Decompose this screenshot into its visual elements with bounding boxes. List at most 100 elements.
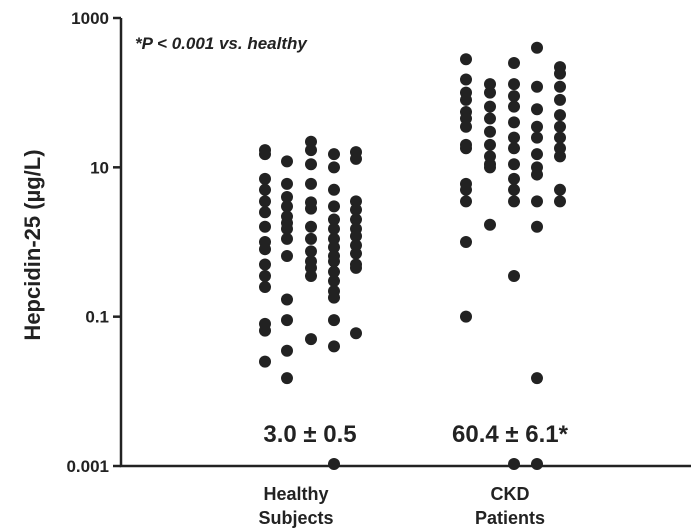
ckd-data-point <box>508 458 520 470</box>
axis-lines <box>119 18 691 468</box>
healthy-data-point <box>259 280 271 293</box>
healthy-data-point <box>328 458 340 470</box>
ckd-data-point <box>484 112 496 125</box>
healthy-data-point <box>328 213 340 226</box>
ckd-data-point <box>531 120 543 133</box>
ckd-data-point <box>460 236 472 248</box>
axes <box>119 18 691 468</box>
healthy-data-point <box>305 158 317 171</box>
healthy-data-point <box>350 247 362 260</box>
healthy-data-point <box>350 213 362 226</box>
healthy-data-point <box>305 144 317 157</box>
y-tick-label: 1000 <box>71 9 109 28</box>
ckd-data-point <box>484 78 496 91</box>
y-axis-label: Hepcidin-25 (µg/L) <box>20 149 45 340</box>
healthy-data-point <box>328 161 340 174</box>
healthy-data-point <box>328 200 340 213</box>
ckd-data-point <box>508 195 520 208</box>
healthy-data-point <box>281 232 293 245</box>
healthy-data-point <box>259 195 271 208</box>
healthy-data-point <box>305 135 317 148</box>
healthy-data-point <box>328 265 340 278</box>
healthy-data-point <box>328 340 340 353</box>
healthy-data-point <box>328 255 340 268</box>
ckd-data-point <box>508 56 520 69</box>
ckd-data-point <box>531 80 543 93</box>
ckd-data-point <box>554 150 566 163</box>
ckd-data-point <box>508 131 520 144</box>
healthy-data-point <box>281 191 293 204</box>
healthy-data-point <box>350 327 362 340</box>
healthy-data-point <box>305 220 317 233</box>
healthy-data-point <box>281 314 293 327</box>
ckd-data-point <box>460 310 472 323</box>
healthy-data-point <box>281 249 293 262</box>
ckd-data-point <box>484 125 496 138</box>
category-healthy-line1: Healthy <box>263 484 328 504</box>
ckd-data-point <box>508 142 520 155</box>
ckd-data-point <box>484 218 496 231</box>
ckd-data-point <box>460 195 472 208</box>
healthy-data-point <box>259 258 271 271</box>
ckd-data-point <box>508 172 520 185</box>
healthy-data-point <box>305 232 317 245</box>
healthy-data-point <box>328 314 340 327</box>
healthy-data-point <box>259 220 271 233</box>
ckd-data-point <box>460 183 472 196</box>
healthy-data-point <box>350 152 362 165</box>
healthy-data-point <box>350 195 362 208</box>
significance-annotation: *P < 0.001 vs. healthy <box>135 34 308 53</box>
ckd-data-point <box>554 131 566 144</box>
ckd-data-point <box>508 158 520 171</box>
y-ticks: 0.001 0.1 10 1000 <box>66 9 121 476</box>
ckd-data-point <box>531 131 543 144</box>
category-ckd-line1: CKD <box>491 484 530 504</box>
y-tick-label: 0.1 <box>85 308 109 327</box>
ckd-data-point <box>554 80 566 93</box>
healthy-data-point <box>350 203 362 216</box>
healthy-data-point <box>281 293 293 306</box>
healthy-data-point <box>305 202 317 215</box>
ckd-data-point <box>484 161 496 174</box>
ckd-data-point <box>484 138 496 151</box>
data-points <box>259 41 566 470</box>
ckd-data-point <box>508 183 520 196</box>
healthy-data-point <box>281 177 293 190</box>
ckd-data-point <box>554 120 566 133</box>
ckd-mean-label: 60.4 ± 6.1* <box>452 421 569 448</box>
ckd-data-point <box>508 270 520 283</box>
ckd-data-point <box>554 67 566 80</box>
healthy-data-point <box>328 222 340 235</box>
healthy-data-point <box>350 230 362 243</box>
healthy-data-point <box>281 155 293 168</box>
healthy-data-point <box>259 355 271 368</box>
ckd-data-point <box>508 116 520 129</box>
healthy-data-point <box>350 261 362 274</box>
healthy-data-point <box>305 270 317 283</box>
healthy-data-point <box>281 200 293 213</box>
healthy-data-point <box>328 232 340 245</box>
healthy-data-point <box>259 183 271 196</box>
healthy-data-point <box>259 172 271 185</box>
ckd-data-point <box>460 53 472 66</box>
healthy-data-point <box>305 245 317 258</box>
healthy-data-point <box>281 344 293 357</box>
ckd-data-point <box>554 109 566 122</box>
healthy-data-point <box>305 333 317 346</box>
ckd-data-point <box>531 103 543 116</box>
ckd-data-point <box>531 372 543 385</box>
ckd-data-point <box>531 168 543 181</box>
ckd-data-point <box>531 148 543 161</box>
healthy-data-point <box>259 206 271 219</box>
healthy-data-point <box>328 241 340 254</box>
healthy-data-point <box>259 270 271 283</box>
ckd-data-point <box>460 93 472 106</box>
healthy-data-point <box>281 372 293 385</box>
healthy-mean-label: 3.0 ± 0.5 <box>263 421 356 448</box>
ckd-data-point <box>460 73 472 86</box>
ckd-data-point <box>554 195 566 208</box>
ckd-data-point <box>484 86 496 99</box>
ckd-data-point <box>531 458 543 470</box>
healthy-data-point <box>259 324 271 337</box>
